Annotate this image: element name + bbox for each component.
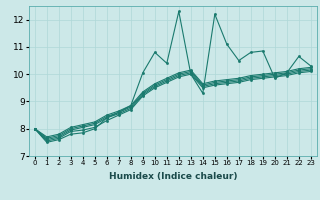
- X-axis label: Humidex (Indice chaleur): Humidex (Indice chaleur): [108, 172, 237, 181]
